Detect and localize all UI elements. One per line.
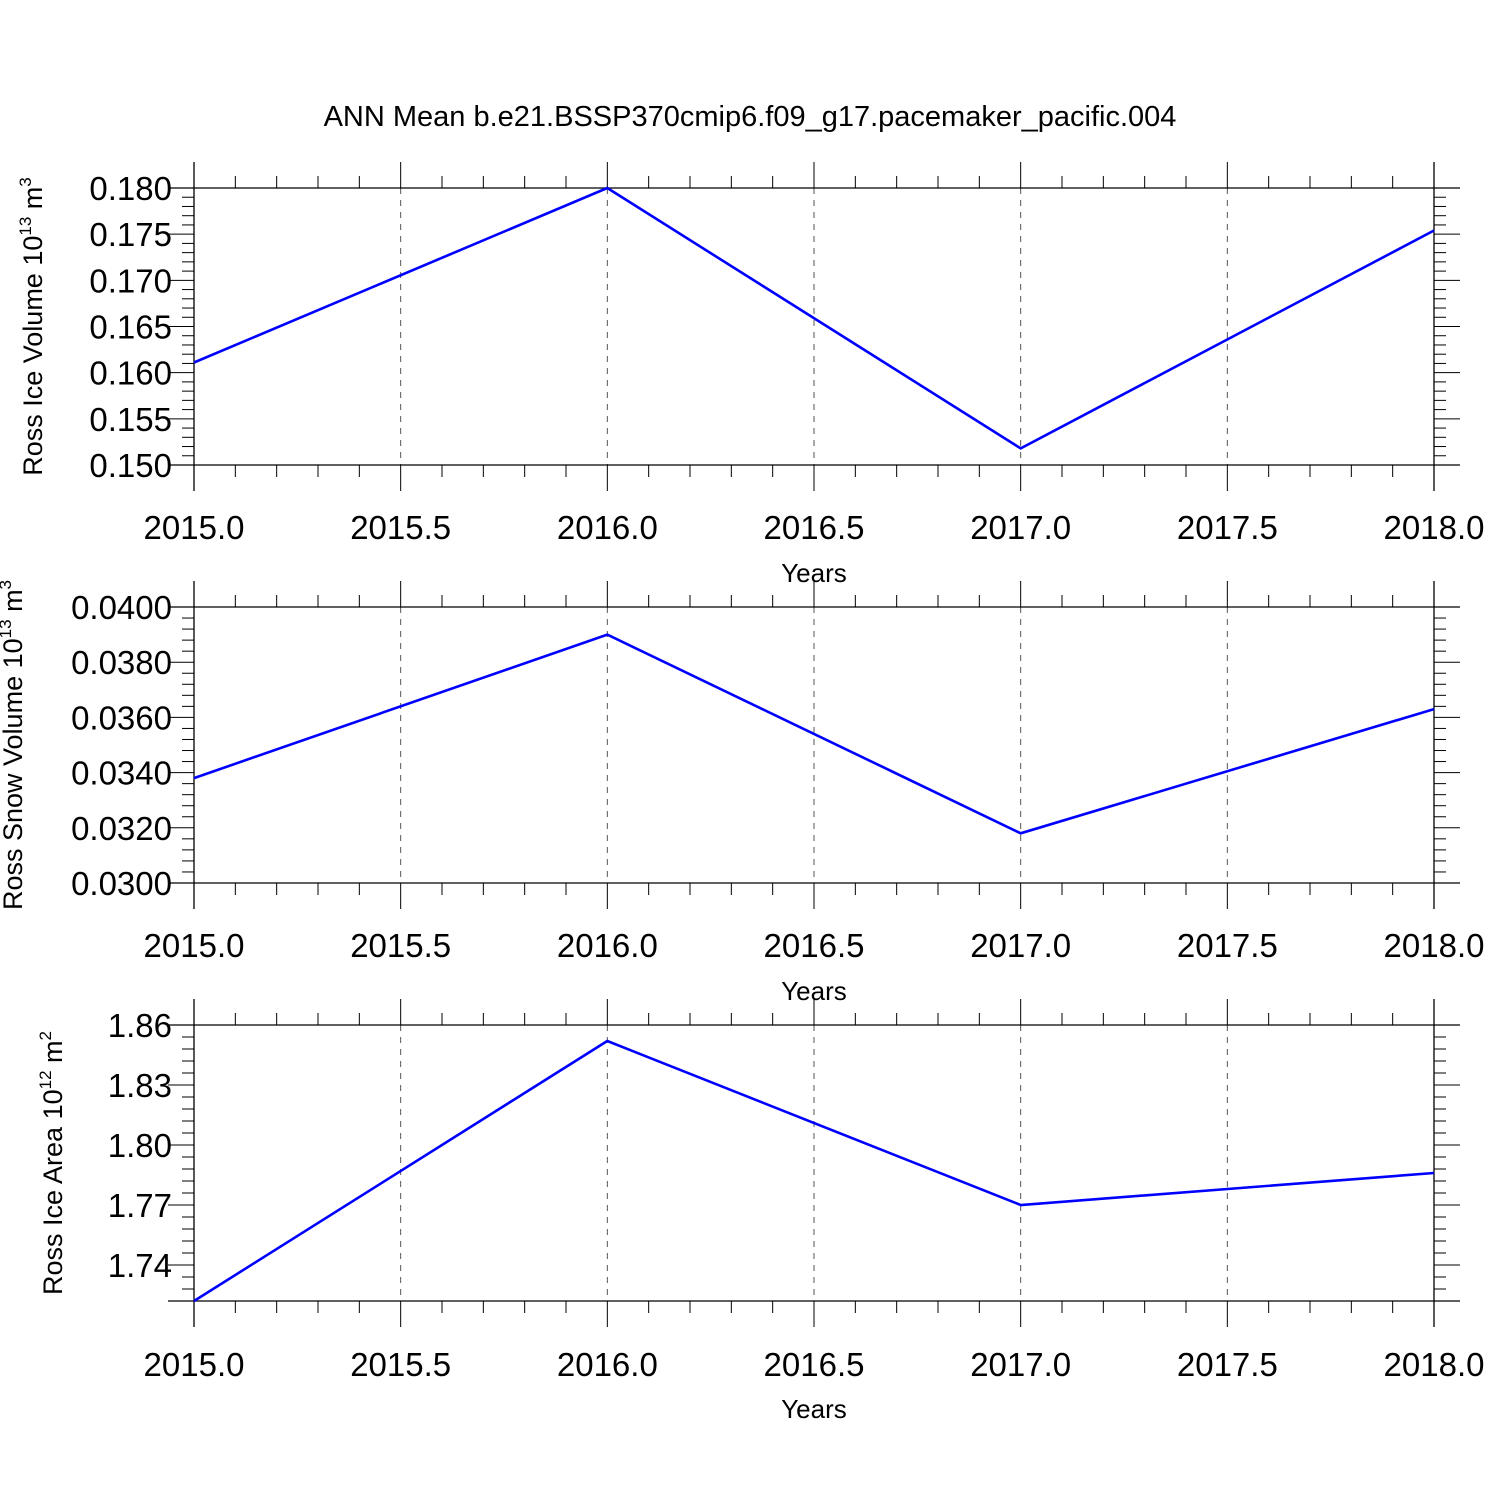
y-tick-label: 0.0380	[71, 644, 172, 681]
y-axis-unit: m	[38, 1040, 68, 1070]
y-axis-unit-exponent: 13	[0, 619, 15, 638]
chart-title: ANN Mean b.e21.BSSP370cmip6.f09_g17.pace…	[324, 101, 1177, 133]
y-tick-label: 0.155	[89, 401, 172, 438]
y-tick-label: 0.0320	[71, 810, 172, 847]
y-axis-unit-base: 10	[18, 236, 48, 266]
y-axis-unit: m	[0, 589, 28, 619]
chart-panel-3: 2015.0 2015.5 2016.0 2016.5 2017.0 2017.5 2018…	[36, 999, 1484, 1424]
y-tick-label: 0.160	[89, 355, 172, 392]
y-axis-unit-exponent: 12	[36, 1070, 55, 1089]
series-line	[193, 1039, 1435, 1303]
x-tick-label: 2016.5	[764, 927, 865, 964]
y-tick-label: 0.170	[89, 262, 172, 299]
y-axis-title-text: Ross Ice Volume	[18, 266, 48, 476]
x-tick-label: 2018.0	[1384, 509, 1485, 546]
y-axis-title: Ross Snow Volume 1013 m3	[0, 580, 28, 910]
y-tick-label: 1.86	[108, 1007, 172, 1044]
x-tick-label: 2016.0	[557, 927, 658, 964]
series-line	[193, 633, 1435, 835]
y-tick-label: 0.0400	[71, 589, 172, 626]
y-tick-label: 1.74	[108, 1247, 172, 1284]
y-tick-label: 1.83	[108, 1067, 172, 1104]
y-tick-label: 0.150	[89, 447, 172, 484]
y-axis-title: Ross Ice Volume 1013 m3	[16, 177, 48, 476]
y-tick-label: 1.77	[108, 1187, 172, 1224]
y-axis-title-text: Ross Snow Volume	[0, 668, 28, 910]
x-tick-label: 2017.0	[970, 1346, 1071, 1383]
y-axis-unit-exponent: 13	[16, 217, 35, 236]
y-axis-title-text: Ross Ice Area	[38, 1119, 68, 1295]
y-axis-title: Ross Ice Area 1012 m2	[36, 1031, 68, 1295]
y-tick-label: 0.165	[89, 309, 172, 346]
x-tick-label: 2015.0	[144, 927, 245, 964]
x-tick-label: 2016.5	[764, 509, 865, 546]
y-tick-label: 0.180	[89, 170, 172, 207]
x-tick-label: 2017.0	[970, 927, 1071, 964]
y-tick-label: 0.0300	[71, 865, 172, 902]
x-tick-label: 2018.0	[1384, 1346, 1485, 1383]
x-tick-label: 2016.0	[557, 509, 658, 546]
y-tick-label: 0.175	[89, 216, 172, 253]
y-tick-label: 0.0360	[71, 699, 172, 736]
y-tick-label: 0.0340	[71, 755, 172, 792]
x-tick-label: 2015.0	[144, 1346, 245, 1383]
y-axis-unit: m	[18, 187, 48, 217]
x-tick-label: 2018.0	[1384, 927, 1485, 964]
y-axis-unit-base: 10	[38, 1089, 68, 1119]
chart-panel-1: 2015.0 2015.5 2016.0 2016.5 2017.0 2017.5 2018…	[16, 162, 1484, 588]
chart-panel-2: 2015.0 2015.5 2016.0 2016.5 2017.0 2017.5 2018…	[0, 580, 1484, 1006]
y-axis-unit-power: 2	[36, 1031, 55, 1040]
x-tick-label: 2015.5	[350, 927, 451, 964]
x-tick-label: 2015.5	[350, 509, 451, 546]
x-tick-label: 2017.5	[1177, 509, 1278, 546]
x-axis-title: Years	[781, 1394, 847, 1424]
x-tick-label: 2016.0	[557, 1346, 658, 1383]
y-axis-unit-power: 3	[16, 177, 35, 186]
x-tick-label: 2016.5	[764, 1346, 865, 1383]
y-axis-unit-power: 3	[0, 580, 15, 589]
x-tick-label: 2015.5	[350, 1346, 451, 1383]
x-tick-label: 2017.0	[970, 509, 1071, 546]
x-tick-label: 2015.0	[144, 509, 245, 546]
series-line	[193, 186, 1435, 450]
y-tick-label: 1.80	[108, 1127, 172, 1164]
x-tick-label: 2017.5	[1177, 1346, 1278, 1383]
y-axis-unit-base: 10	[0, 638, 28, 668]
x-tick-label: 2017.5	[1177, 927, 1278, 964]
